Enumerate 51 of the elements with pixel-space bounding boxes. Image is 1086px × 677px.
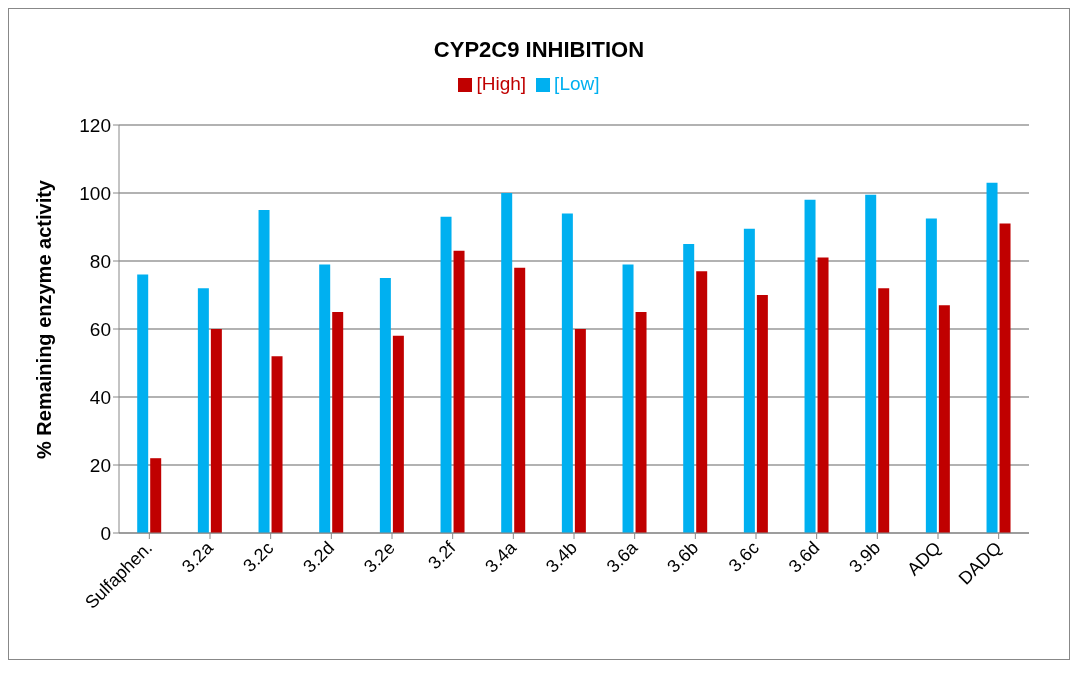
bar <box>925 218 937 533</box>
y-tick-label: 20 <box>89 454 111 476</box>
legend-label: [Low] <box>554 73 600 94</box>
y-tick-label: 0 <box>100 522 111 544</box>
bar <box>137 274 149 533</box>
bar <box>804 199 816 533</box>
bar <box>332 312 344 533</box>
x-tick-label: 3.6c <box>724 537 763 576</box>
bar <box>683 244 695 533</box>
y-tick-label: 80 <box>89 250 111 272</box>
x-tick-label: 3.2a <box>177 537 218 577</box>
bar <box>635 312 647 533</box>
x-tick-label: 3.2f <box>424 536 461 574</box>
bar <box>271 356 283 533</box>
chart-title: CYP2C9 INHIBITION <box>432 36 646 63</box>
bar <box>756 295 768 533</box>
y-tick-label: 60 <box>89 318 111 340</box>
bar <box>501 193 513 533</box>
bar <box>938 305 950 533</box>
bar <box>878 288 890 533</box>
bar <box>210 329 222 533</box>
bar <box>743 228 755 533</box>
bar <box>514 267 526 533</box>
bar <box>379 278 391 533</box>
bar <box>817 257 829 533</box>
x-tick-label: 3.2c <box>239 537 278 576</box>
bar <box>696 271 708 533</box>
x-tick-label: 3.6a <box>602 537 643 577</box>
bar <box>561 213 573 533</box>
bar <box>392 335 404 533</box>
y-tick-label: 40 <box>89 386 111 408</box>
bar <box>574 329 586 533</box>
bar <box>440 216 452 533</box>
bar <box>999 223 1011 533</box>
y-tick-label: 120 <box>79 114 111 136</box>
x-tick-label: 3.4a <box>481 537 521 577</box>
bar <box>197 288 209 533</box>
bar <box>150 458 162 533</box>
y-tick-label: 100 <box>79 182 111 204</box>
x-tick-label: 3.6b <box>663 537 703 577</box>
x-tick-label: 3.4b <box>541 537 581 577</box>
x-tick-label: 3.2e <box>359 537 399 577</box>
bar <box>258 210 270 533</box>
legend-label: [High] <box>476 73 527 94</box>
x-tick-label: 3.9b <box>845 537 885 577</box>
bar <box>986 182 998 533</box>
bar <box>622 264 634 533</box>
bar <box>865 194 877 533</box>
bar <box>453 250 465 533</box>
y-axis-title: % Remaining enzyme activity <box>33 179 56 459</box>
bar <box>319 264 331 533</box>
